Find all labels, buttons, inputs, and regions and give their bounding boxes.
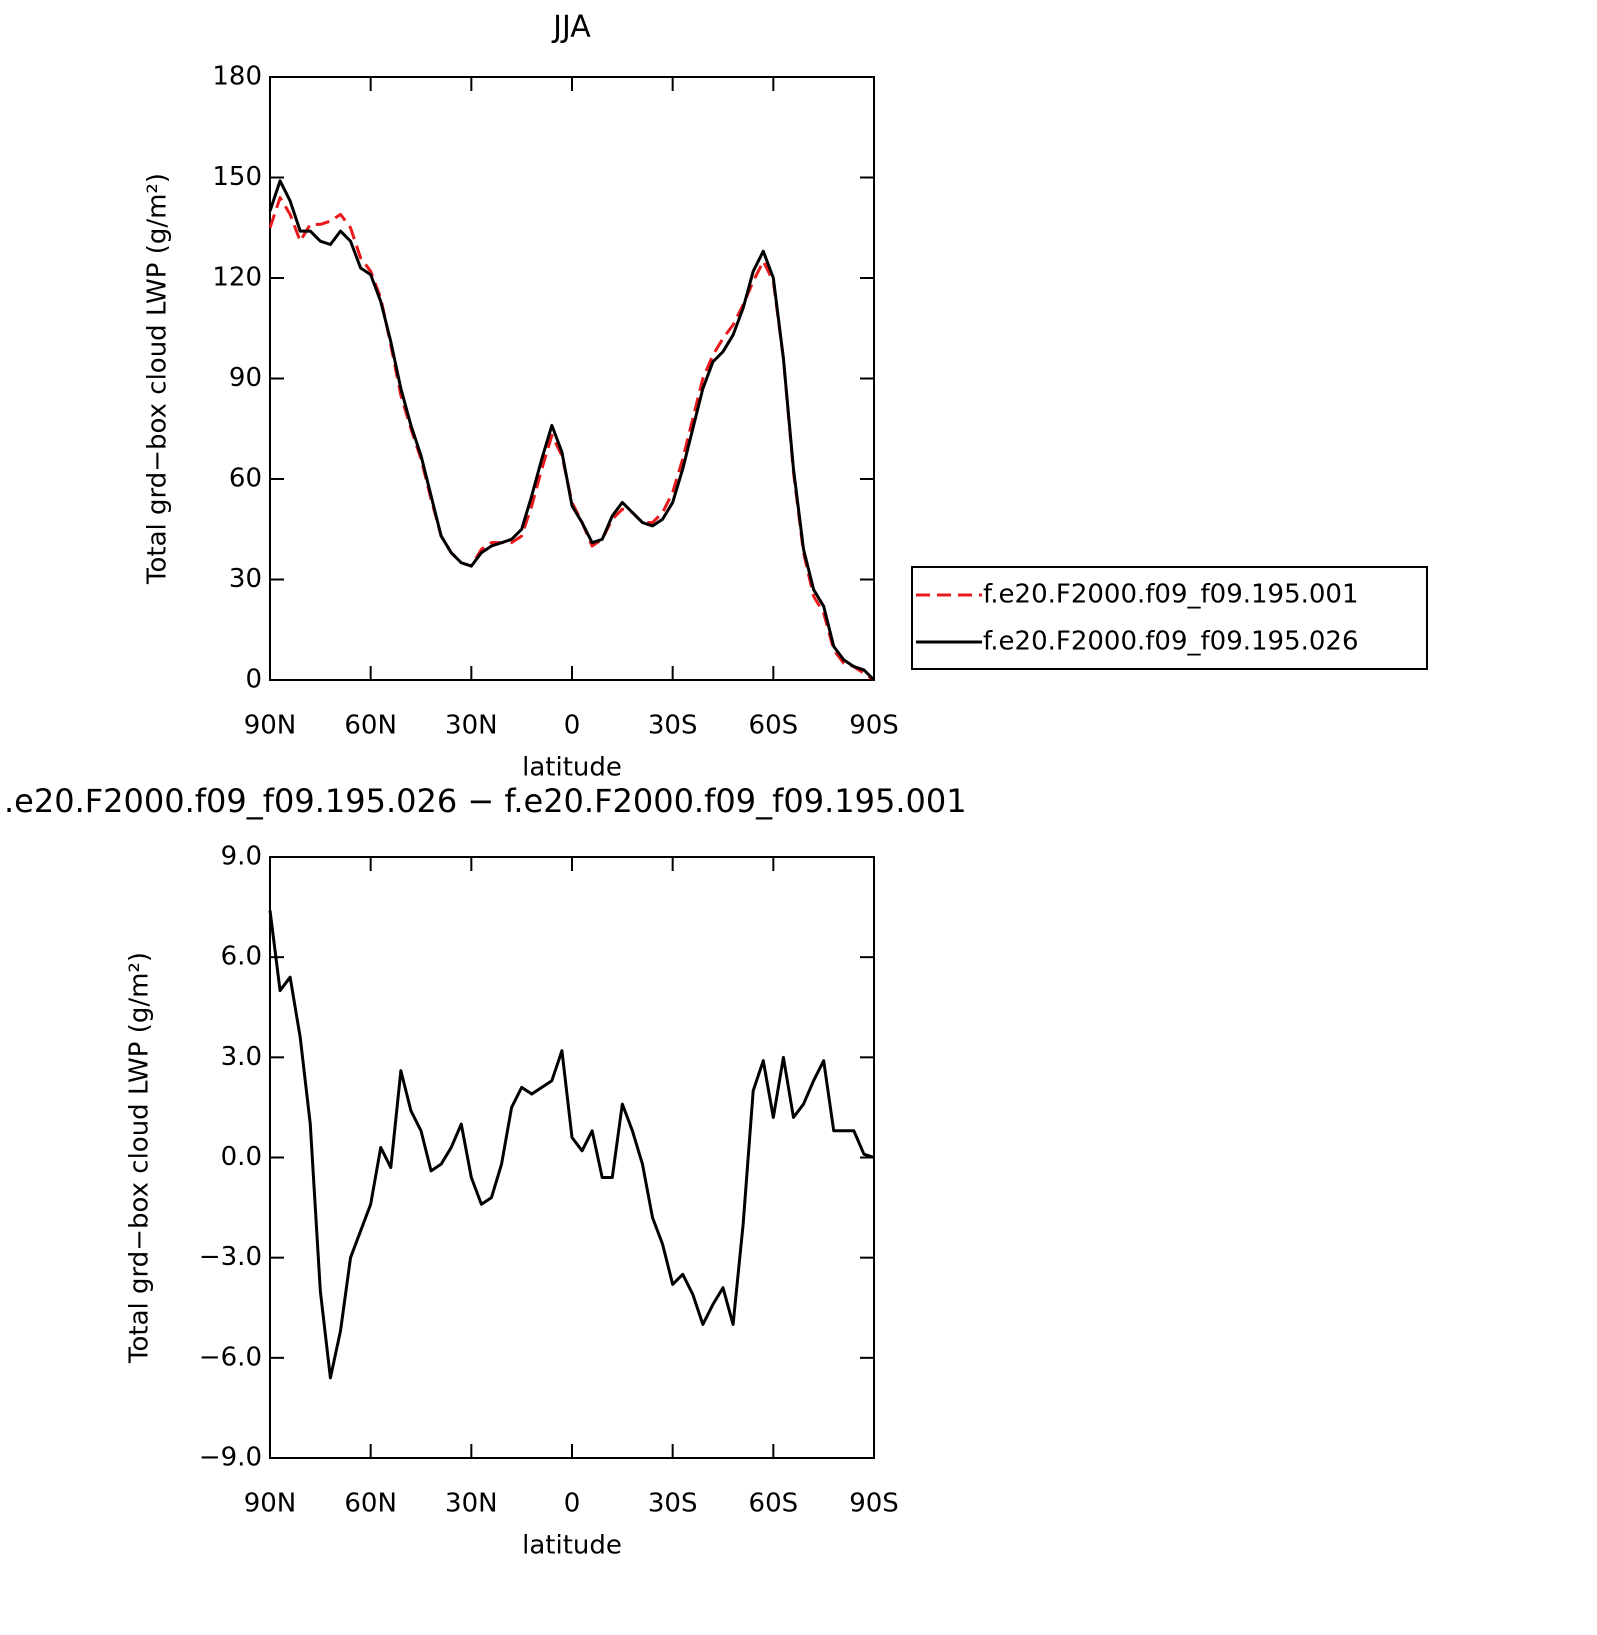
chart-title: JJA xyxy=(551,10,591,45)
x-axis-label: latitude xyxy=(522,1531,622,1561)
x-tick-label: 60N xyxy=(344,1489,397,1519)
x-axis-label: latitude xyxy=(522,753,622,783)
y-tick-label: 0 xyxy=(245,665,262,695)
y-axis-label: Total grd−box cloud LWP (g/m²) xyxy=(143,173,173,585)
x-tick-label: 90S xyxy=(849,1489,899,1519)
x-tick-label: 0 xyxy=(564,711,581,741)
x-tick-label: 30S xyxy=(648,1489,698,1519)
data-line xyxy=(268,196,875,682)
y-tick-label: 180 xyxy=(212,62,262,92)
x-tick-label: 0 xyxy=(564,1489,581,1519)
y-tick-label: 30 xyxy=(229,564,262,594)
legend-label: f.e20.F2000.f09_f09.195.026 xyxy=(983,627,1359,657)
x-tick-label: 90N xyxy=(244,1489,297,1519)
y-tick-label: 0.0 xyxy=(221,1142,262,1172)
plot-frame xyxy=(269,856,875,1459)
x-tick-label: 60S xyxy=(749,1489,799,1519)
data-line xyxy=(268,179,876,682)
y-tick-label: 150 xyxy=(212,162,262,192)
x-tick-label: 30N xyxy=(445,711,498,741)
y-tick-label: −9.0 xyxy=(199,1443,262,1473)
x-tick-label: 90S xyxy=(849,711,899,741)
y-tick-label: −3.0 xyxy=(199,1242,262,1272)
chart-title: .e20.F2000.f09_f09.195.026 − f.e20.F2000… xyxy=(4,782,967,820)
y-tick-label: 120 xyxy=(212,263,262,293)
x-tick-label: 60S xyxy=(749,711,799,741)
y-axis-label: Total grd−box cloud LWP (g/m²) xyxy=(125,952,155,1364)
y-tick-label: 60 xyxy=(229,464,262,494)
legend-label: f.e20.F2000.f09_f09.195.001 xyxy=(983,580,1359,610)
legend-box xyxy=(911,566,1428,670)
y-tick-label: 3.0 xyxy=(221,1042,262,1072)
plot-frame xyxy=(269,76,875,681)
y-tick-label: 9.0 xyxy=(221,842,262,872)
x-tick-label: 60N xyxy=(344,711,397,741)
x-tick-label: 30N xyxy=(445,1489,498,1519)
x-tick-label: 90N xyxy=(244,711,297,741)
y-tick-label: 6.0 xyxy=(221,942,262,972)
y-tick-label: −6.0 xyxy=(199,1342,262,1372)
y-tick-label: 90 xyxy=(229,363,262,393)
x-tick-label: 30S xyxy=(648,711,698,741)
data-line xyxy=(268,910,875,1380)
